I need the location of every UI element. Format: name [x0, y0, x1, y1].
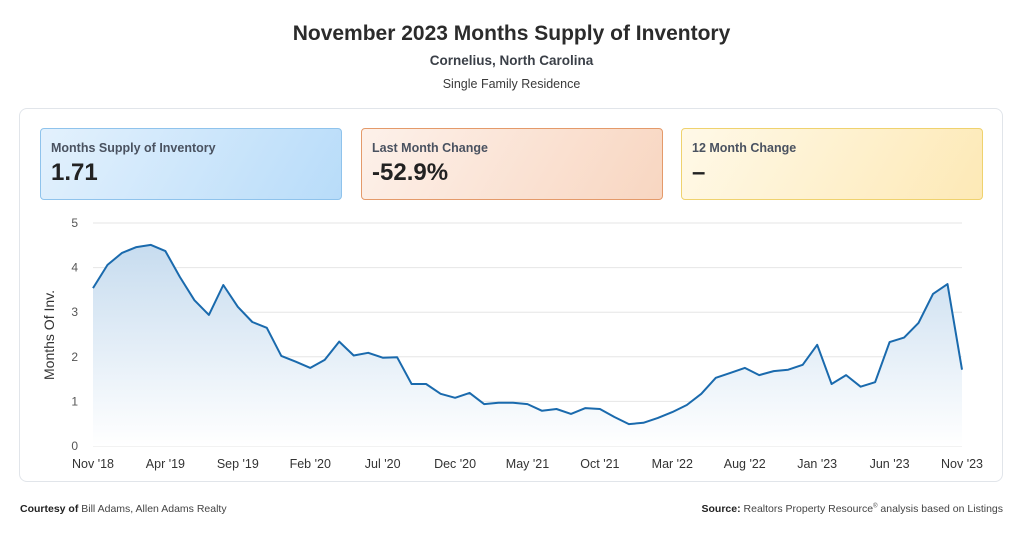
- y-tick-label: 2: [71, 350, 78, 364]
- courtesy-text: Bill Adams, Allen Adams Realty: [81, 503, 227, 515]
- data-line: [92, 243, 963, 426]
- card-label: 12 Month Change: [692, 141, 797, 155]
- x-tick-label: Jul '20: [365, 457, 401, 471]
- x-tick-label: Feb '20: [290, 457, 331, 471]
- area-fill: [93, 244, 962, 446]
- x-tick-label: Dec '20: [434, 457, 476, 471]
- card-value: -52.9%: [372, 159, 449, 186]
- chart-title: November 2023 Months Supply of Inventory: [292, 22, 731, 45]
- x-tick-label: Apr '19: [146, 457, 185, 471]
- card-label: Last Month Change: [372, 141, 488, 155]
- card-label: Months Supply of Inventory: [51, 141, 216, 155]
- y-tick-label: 5: [71, 216, 78, 230]
- x-tick-label: May '21: [506, 457, 549, 471]
- x-tick-label: Sep '19: [217, 457, 259, 471]
- courtesy-footer: Courtesy of Bill Adams, Allen Adams Real…: [20, 503, 227, 515]
- twelve-month-change-card: 12 Month Change –: [681, 128, 983, 200]
- card-value: 1.71: [51, 159, 98, 186]
- last-month-change-card: Last Month Change -52.9%: [361, 128, 663, 200]
- x-tick-label: Jan '23: [797, 457, 837, 471]
- x-tick-label: Mar '22: [652, 457, 693, 471]
- y-tick-label: 1: [71, 394, 78, 408]
- source-label: Source:: [701, 503, 741, 515]
- y-tick-label: 0: [71, 439, 78, 453]
- source-text-post: analysis based on Listings: [877, 503, 1003, 515]
- y-tick-label: 4: [71, 261, 78, 275]
- location-subtitle: Cornelius, North Carolina: [429, 53, 594, 68]
- x-tick-label: Nov '18: [72, 457, 114, 471]
- source-text: Realtors Property Resource: [743, 503, 874, 515]
- card-value: –: [692, 159, 706, 186]
- y-axis-label: Months Of Inv.: [41, 290, 57, 380]
- x-tick-label: Jun '23: [870, 457, 910, 471]
- registered-mark: ®: [873, 503, 878, 510]
- x-tick-label: Nov '23: [941, 457, 983, 471]
- y-tick-label: 3: [71, 305, 78, 319]
- months-supply-card: Months Supply of Inventory 1.71: [40, 128, 342, 200]
- x-tick-label: Aug '22: [724, 457, 766, 471]
- courtesy-label: Courtesy of: [20, 503, 79, 515]
- property-type-subtitle: Single Family Residence: [442, 77, 581, 91]
- source-footer: Source: Realtors Property Resource® anal…: [702, 503, 1004, 515]
- x-tick-label: Oct '21: [580, 457, 619, 471]
